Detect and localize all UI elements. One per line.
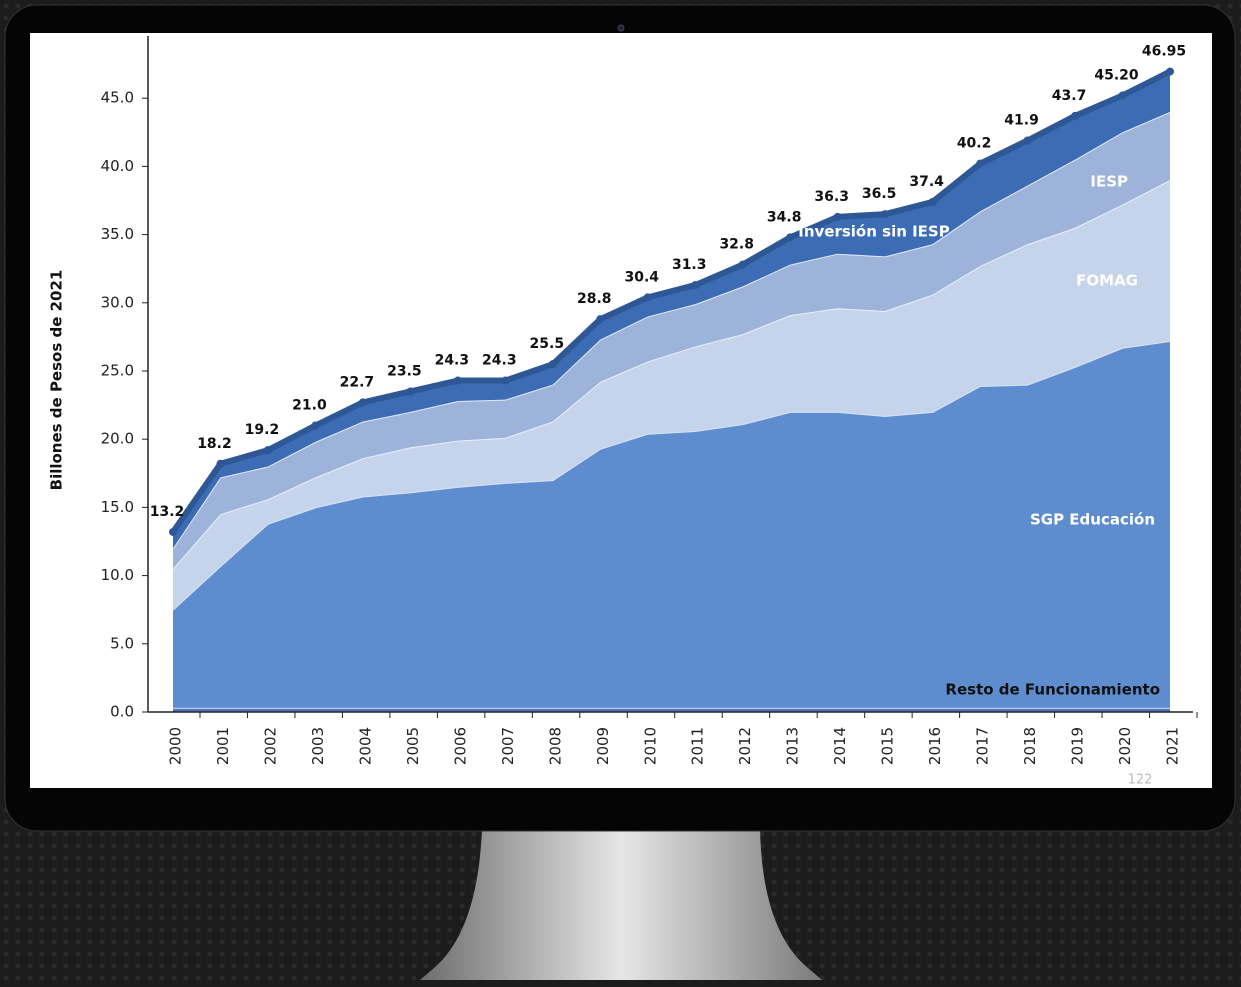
series-label: IESP bbox=[1090, 173, 1128, 191]
y-tick-label: 25.0 bbox=[101, 362, 134, 380]
total-point bbox=[359, 398, 367, 406]
x-tick-label: 2003 bbox=[309, 727, 327, 765]
x-tick-label: 2010 bbox=[641, 727, 659, 765]
total-point bbox=[169, 528, 177, 536]
total-label: 37.4 bbox=[909, 174, 944, 190]
total-label: 23.5 bbox=[387, 363, 422, 379]
page-number: 122 bbox=[1128, 773, 1153, 788]
camera bbox=[618, 25, 624, 31]
total-label: 31.3 bbox=[672, 257, 707, 273]
total-point bbox=[216, 460, 224, 468]
total-point bbox=[881, 210, 889, 218]
total-point bbox=[786, 233, 794, 241]
x-tick-label: 2019 bbox=[1069, 727, 1087, 765]
total-label: 45.20 bbox=[1094, 67, 1139, 83]
total-point bbox=[549, 360, 557, 368]
y-tick-label: 15.0 bbox=[101, 498, 134, 516]
x-tick-label: 2020 bbox=[1116, 727, 1134, 765]
x-tick-label: 2015 bbox=[879, 727, 897, 765]
y-tick-label: 35.0 bbox=[101, 225, 134, 243]
total-label: 43.7 bbox=[1052, 88, 1087, 104]
x-tick-label: 2021 bbox=[1164, 727, 1182, 765]
x-tick-label: 2017 bbox=[974, 727, 992, 765]
total-point bbox=[834, 213, 842, 221]
y-tick-label: 30.0 bbox=[101, 293, 134, 311]
total-label: 18.2 bbox=[197, 436, 232, 452]
total-point bbox=[691, 281, 699, 289]
total-point bbox=[929, 198, 937, 206]
total-point bbox=[264, 446, 272, 454]
x-tick-label: 2002 bbox=[261, 727, 279, 765]
series-label: FOMAG bbox=[1076, 272, 1138, 290]
x-tick-label: 2008 bbox=[546, 727, 564, 765]
y-tick-label: 10.0 bbox=[101, 566, 134, 584]
x-tick-label: 2005 bbox=[404, 727, 422, 765]
total-label: 22.7 bbox=[340, 374, 375, 390]
total-label: 32.8 bbox=[719, 237, 754, 253]
y-axis-label: Billones de Pesos de 2021 bbox=[48, 270, 66, 491]
y-tick-label: 0.0 bbox=[110, 703, 134, 721]
total-label: 36.3 bbox=[814, 189, 849, 205]
x-tick-label: 2001 bbox=[214, 727, 232, 765]
total-label: 24.3 bbox=[435, 353, 470, 369]
x-tick-label: 2012 bbox=[736, 727, 754, 765]
total-label: 28.8 bbox=[577, 291, 612, 307]
x-tick-label: 2018 bbox=[1021, 727, 1039, 765]
total-point bbox=[976, 160, 984, 168]
total-point bbox=[644, 293, 652, 301]
total-point bbox=[1071, 112, 1079, 120]
series-label: Resto de Funcionamiento bbox=[945, 681, 1160, 699]
total-point bbox=[501, 377, 509, 385]
total-point bbox=[311, 422, 319, 430]
page: {"chart_data": {"type": "area", "y_label… bbox=[0, 0, 1241, 987]
x-tick-label: 2011 bbox=[689, 727, 707, 765]
x-tick-label: 2007 bbox=[499, 727, 517, 765]
total-point bbox=[739, 261, 747, 269]
y-tick-label: 45.0 bbox=[101, 89, 134, 107]
total-label: 19.2 bbox=[245, 422, 280, 438]
total-label: 40.2 bbox=[957, 136, 992, 152]
x-tick-label: 2000 bbox=[167, 727, 185, 765]
x-tick-label: 2009 bbox=[594, 727, 612, 765]
total-label: 25.5 bbox=[530, 336, 565, 352]
total-label: 41.9 bbox=[1004, 112, 1039, 128]
total-label: 24.3 bbox=[482, 353, 517, 369]
total-label: 46.95 bbox=[1142, 44, 1186, 60]
total-label: 30.4 bbox=[624, 269, 659, 285]
series-label: Inversión sin IESP bbox=[798, 223, 949, 241]
total-label: 36.5 bbox=[862, 186, 897, 202]
x-tick-label: 2006 bbox=[451, 727, 469, 765]
total-point bbox=[1119, 91, 1127, 99]
monitor-scene: Billones de Pesos de 2021 122 13.2 18.2 19… bbox=[0, 0, 1241, 987]
x-tick-label: 2004 bbox=[356, 727, 374, 765]
x-tick-label: 2013 bbox=[784, 727, 802, 765]
total-point bbox=[596, 315, 604, 323]
total-label: 21.0 bbox=[292, 398, 327, 414]
y-tick-label: 40.0 bbox=[101, 157, 134, 175]
total-label: 13.2 bbox=[150, 504, 185, 520]
series-label: SGP Educación bbox=[1030, 511, 1155, 529]
total-point bbox=[1166, 68, 1174, 76]
total-point bbox=[454, 377, 462, 385]
total-point bbox=[1024, 136, 1032, 144]
y-tick-label: 5.0 bbox=[110, 634, 134, 652]
x-tick-label: 2014 bbox=[831, 727, 849, 765]
total-point bbox=[406, 387, 414, 395]
y-tick-label: 20.0 bbox=[101, 430, 134, 448]
x-tick-label: 2016 bbox=[926, 727, 944, 765]
total-label: 34.8 bbox=[767, 209, 802, 225]
